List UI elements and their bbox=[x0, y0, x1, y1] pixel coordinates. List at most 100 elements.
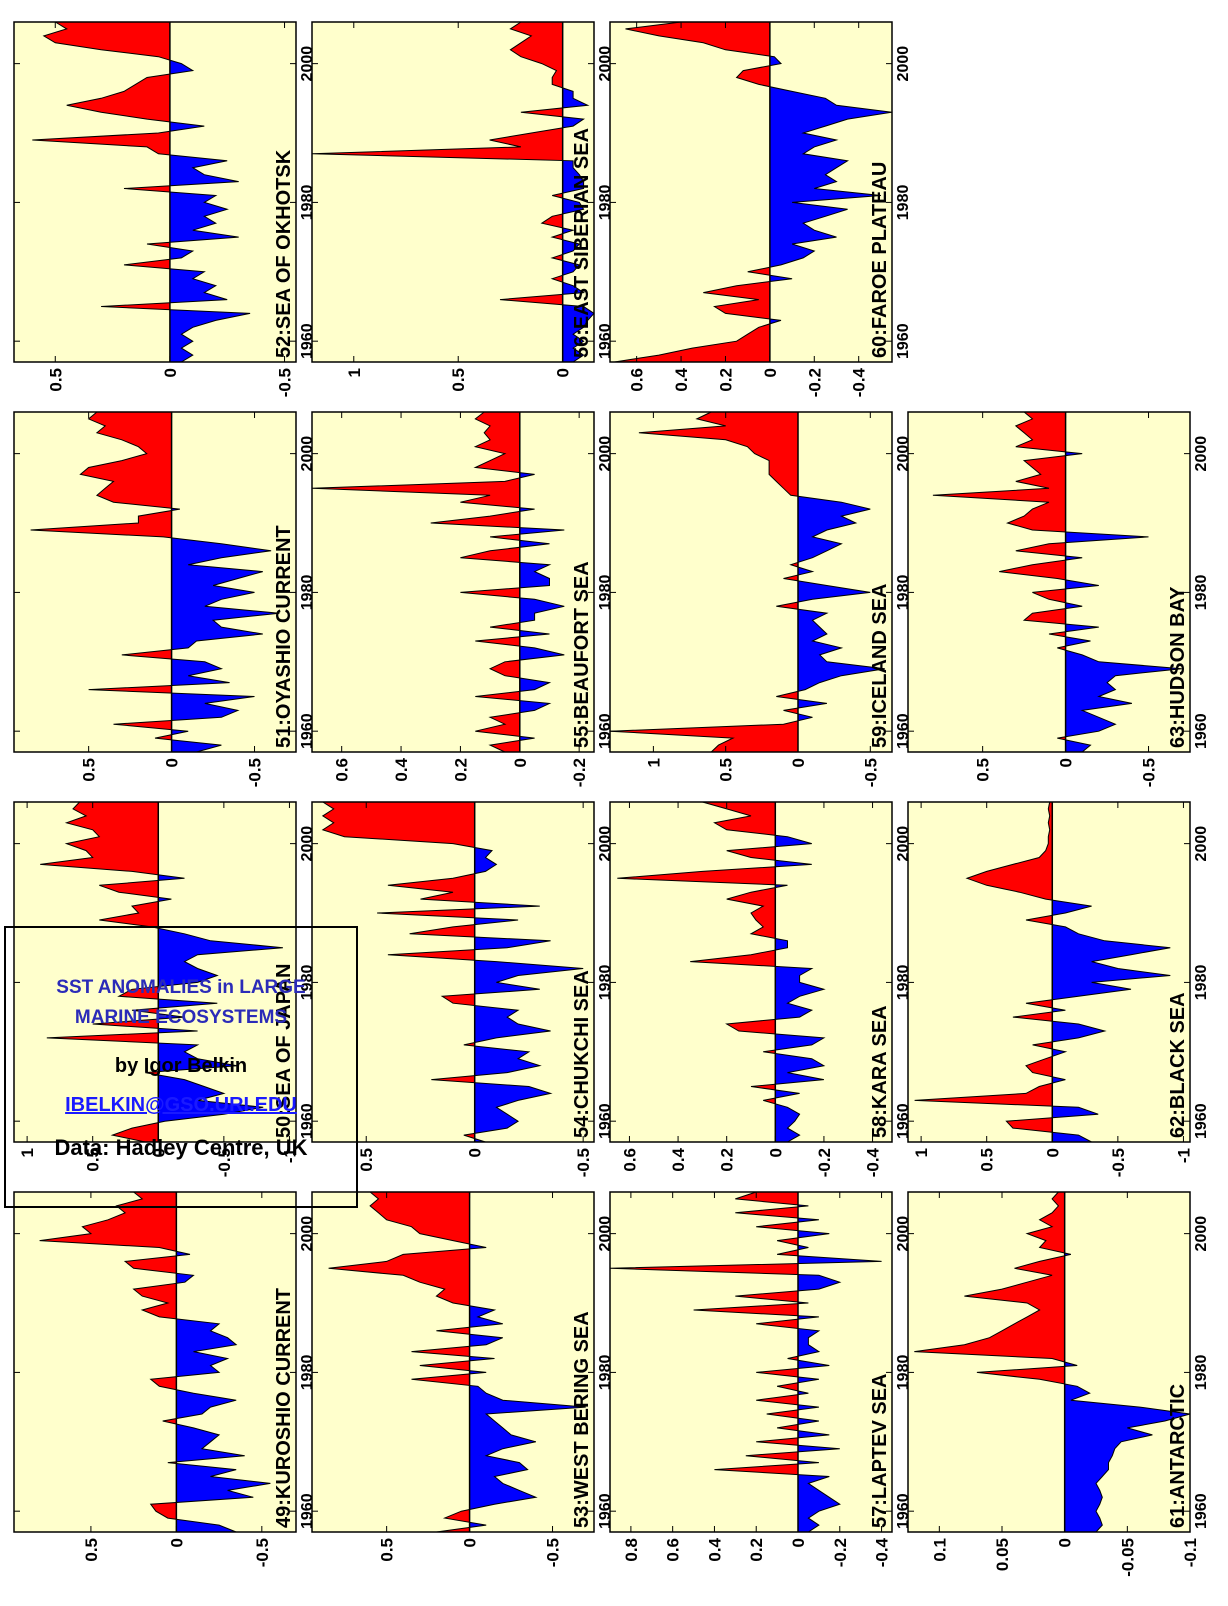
anomaly-line bbox=[932, 411, 1182, 753]
plot-area bbox=[14, 1192, 296, 1532]
negative-anomaly-area bbox=[176, 1251, 271, 1532]
y-tick-label: 0.6 bbox=[664, 1538, 683, 1562]
plot-area bbox=[14, 412, 296, 752]
y-tick-label: 0 bbox=[1043, 1148, 1062, 1157]
plot-frame bbox=[609, 411, 893, 753]
x-tick-label: 2000 bbox=[1193, 1216, 1210, 1252]
y-tick-label: 0.5 bbox=[974, 758, 993, 782]
x-tick-label: 1960 bbox=[1193, 1493, 1210, 1529]
plot-frame bbox=[13, 1191, 297, 1533]
panel-title: 62:BLACK SEA bbox=[1167, 992, 1189, 1138]
y-tick-label: 1 bbox=[644, 758, 663, 767]
negative-anomaly-area bbox=[798, 496, 885, 721]
panel-title: 51:OYASHIO CURRENT bbox=[273, 525, 295, 748]
anomaly-line bbox=[311, 411, 565, 753]
plot-frame bbox=[907, 411, 1191, 753]
x-tick-label: 2000 bbox=[895, 46, 912, 82]
y-tick-label: 0.4 bbox=[705, 1537, 724, 1561]
y-tick-label: 0.5 bbox=[978, 1148, 997, 1172]
x-tick-label: 1960 bbox=[895, 323, 912, 359]
y-tick-label: 0 bbox=[789, 758, 808, 767]
panel-12: -0.4 -0.2 0 0.2 0.4 0.6 1960 1980 2000 60:FAROE P… bbox=[609, 21, 912, 397]
y-tick-label: 0 bbox=[167, 1538, 186, 1547]
plot-frame bbox=[907, 1191, 1191, 1533]
negative-anomaly-area bbox=[519, 472, 565, 741]
plot-area bbox=[908, 802, 1190, 1142]
panel-title: 60:FAROE PLATEAU bbox=[869, 162, 891, 358]
anomaly-line bbox=[30, 411, 280, 753]
panel-title: 49:KUROSHIO CURRENT bbox=[273, 1288, 295, 1528]
positive-anomaly-area bbox=[40, 802, 159, 1142]
y-tick-label: 0.2 bbox=[451, 758, 470, 782]
positive-anomaly-area bbox=[32, 22, 170, 310]
y-tick-label: 0 bbox=[1056, 1538, 1075, 1547]
y-tick-label: -0.5 bbox=[544, 1538, 563, 1567]
plot-area bbox=[14, 22, 296, 362]
y-tick-label: -0.5 bbox=[253, 1538, 272, 1567]
y-tick-label: 0.5 bbox=[84, 1148, 103, 1172]
info-source: Data: Hadley Centre, UK bbox=[54, 1135, 308, 1160]
anomaly-line bbox=[321, 801, 584, 1143]
y-tick-label: -0.2 bbox=[815, 1148, 834, 1177]
y-tick-label: 0.2 bbox=[716, 368, 735, 392]
plot-frame bbox=[609, 1191, 893, 1533]
y-tick-label: 0.4 bbox=[669, 1147, 688, 1171]
plot-area bbox=[610, 1192, 892, 1532]
y-tick-label: 1 bbox=[912, 1148, 931, 1157]
positive-anomaly-area bbox=[932, 412, 1066, 740]
y-tick-label: 0.5 bbox=[449, 368, 468, 392]
plot-frame bbox=[609, 21, 893, 363]
panel-title: 59:ICELAND SEA bbox=[869, 584, 891, 748]
plot-frame bbox=[609, 801, 893, 1143]
x-tick-label: 2000 bbox=[1193, 436, 1210, 472]
y-tick-label: 0.2 bbox=[747, 1538, 766, 1562]
panel-title: 50:SEA OF JAPAN bbox=[273, 964, 295, 1138]
anomaly-line bbox=[614, 21, 893, 363]
plot-frame bbox=[907, 801, 1191, 1143]
y-tick-label: -0.5 bbox=[276, 368, 295, 397]
info-email-link[interactable]: IBELKIN@GSO.URI.EDU bbox=[65, 1094, 297, 1116]
panel-14: -1 -0.5 0 0.5 1 1960 1980 2000 62:BLACK SEA bbox=[907, 801, 1210, 1177]
y-tick-label: 0.6 bbox=[333, 758, 352, 782]
negative-anomaly-area bbox=[169, 60, 251, 362]
y-tick-label: 0.5 bbox=[80, 758, 99, 782]
y-tick-label: 0 bbox=[761, 368, 780, 377]
y-tick-label: -0.4 bbox=[873, 1537, 892, 1567]
panel-title: 63:HUDSON BAY bbox=[1167, 586, 1189, 748]
x-tick-label: 1980 bbox=[1193, 965, 1210, 1001]
plot-area bbox=[312, 22, 594, 362]
positive-anomaly-area bbox=[39, 1192, 177, 1520]
plot-frame bbox=[311, 411, 595, 753]
panel-13: -0.1 -0.05 0 0.05 0.1 1960 1980 2000 61:ANTARCTI… bbox=[907, 1191, 1210, 1577]
y-tick-label: 0.5 bbox=[46, 368, 65, 392]
anomaly-line bbox=[311, 21, 595, 363]
anomaly-line bbox=[617, 801, 826, 1143]
plot-frame bbox=[311, 21, 595, 363]
y-tick-label: 0.5 bbox=[82, 1538, 101, 1562]
y-tick-label: 0.5 bbox=[378, 1538, 397, 1562]
positive-anomaly-area bbox=[617, 802, 776, 1104]
y-tick-label: -0.4 bbox=[864, 1147, 883, 1177]
plot-frame bbox=[311, 801, 595, 1143]
anomaly-line bbox=[609, 1191, 882, 1533]
plot-area bbox=[14, 802, 296, 1142]
y-tick-label: 0 bbox=[163, 758, 182, 767]
y-tick-label: -0.5 bbox=[1140, 758, 1159, 787]
y-tick-label: -0.5 bbox=[574, 1148, 593, 1177]
y-tick-label: 0 bbox=[1057, 758, 1076, 767]
y-tick-label: 0 bbox=[789, 1538, 808, 1547]
y-tick-label: 0.8 bbox=[622, 1538, 641, 1562]
y-tick-label: -0.5 bbox=[246, 758, 265, 787]
anomaly-line bbox=[39, 1191, 271, 1533]
info-author: by Igor Belkin bbox=[114, 1055, 248, 1077]
plot-frame bbox=[311, 1191, 595, 1533]
positive-anomaly-area bbox=[914, 802, 1053, 1133]
